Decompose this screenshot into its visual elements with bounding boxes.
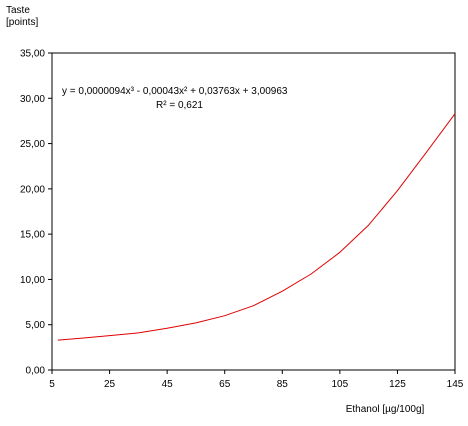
- x-tick-label: 125: [389, 379, 406, 390]
- x-tick-label: 105: [332, 379, 349, 390]
- series-line-0: [57, 113, 456, 341]
- r-squared-label: R² = 0,621: [156, 100, 203, 111]
- x-axis-ticks: 5 25 45 65 85 105 125 145: [49, 370, 464, 390]
- y-tick-label: 0,00: [26, 366, 46, 377]
- x-tick-label: 145: [447, 379, 464, 390]
- x-axis-title: Ethanol [µg/100g]: [346, 404, 425, 415]
- series-layer: [57, 113, 456, 341]
- y-tick-label: 30,00: [20, 94, 45, 105]
- x-tick-label: 25: [104, 379, 116, 390]
- x-tick-label: 65: [219, 379, 231, 390]
- y-axis-ticks: 0,00 5,00 10,00 15,00 20,00 25,00 30,00 35,00: [20, 49, 52, 377]
- y-axis-title-line-1: Taste: [6, 5, 30, 16]
- y-tick-label: 20,00: [20, 184, 45, 195]
- y-tick-label: 15,00: [20, 230, 45, 241]
- trendline-equation: y = 0,0000094x³ - 0,00043x² + 0,03763x +…: [62, 86, 288, 97]
- y-tick-label: 5,00: [26, 320, 46, 331]
- x-tick-label: 45: [162, 379, 174, 390]
- y-tick-label: 25,00: [20, 139, 45, 150]
- y-axis-title-line-2: [points]: [6, 17, 38, 28]
- y-tick-label: 10,00: [20, 275, 45, 286]
- plot-area-frame: [51, 52, 456, 371]
- x-tick-label: 5: [49, 379, 55, 390]
- x-tick-label: 85: [277, 379, 289, 390]
- y-tick-label: 35,00: [20, 49, 45, 60]
